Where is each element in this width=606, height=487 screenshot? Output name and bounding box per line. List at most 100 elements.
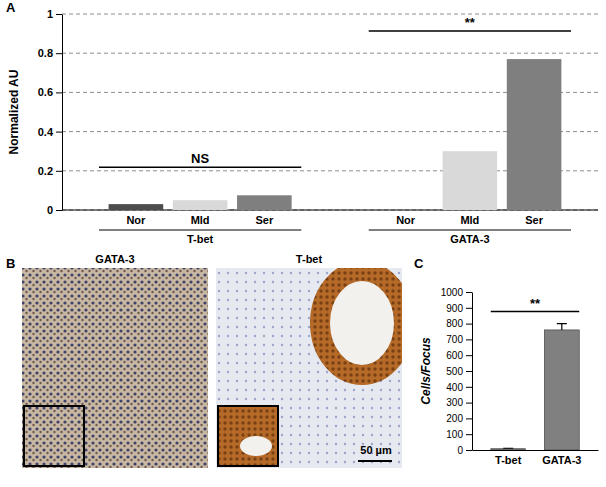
tick-mark [466,387,472,388]
tick-mark [466,434,472,435]
tick: 100 [446,429,472,440]
significance-line [99,167,301,169]
tick: 0.8 [38,47,62,59]
axis-line [62,15,63,211]
tick: 600 [446,350,472,361]
tick-label: 0 [47,204,53,216]
inset-lumen [240,436,272,456]
tick-mark [466,371,472,372]
category-label: Ser [255,214,273,226]
images: GATA-3 T-bet 50 µm [22,253,404,468]
tick-label: 1000 [441,287,464,298]
category-label: Nor [126,214,146,226]
tick-label: 800 [446,318,463,329]
y-axis-title: Normalized AU [7,70,21,155]
tick: 0 [47,204,62,216]
tick: 1 [47,8,62,20]
panel-label: B [6,256,15,271]
tick-label: 100 [446,429,463,440]
tick: 300 [446,397,472,408]
tick-mark [466,403,472,404]
scale-bar-label: 50 µm [360,444,392,456]
category-label: Nor [396,214,416,226]
category-label: Ser [525,214,543,226]
scale-bar [358,460,392,462]
significance-line [491,311,579,313]
tick-label: 500 [446,366,463,377]
panel-label: C [414,256,424,271]
figure: A 0 0.2 0.4 0.6 0.8 1 Normalized AU Nor Mld Ser T-b… [0,0,606,487]
axis-line [473,450,599,451]
significance-line [369,30,571,32]
tick: 0.6 [38,86,62,98]
grid-line [62,14,598,15]
inset [218,406,278,466]
group-label: GATA-3 [450,233,489,245]
group-underline [99,230,301,231]
tick: 0.4 [38,126,62,138]
stained-gland [320,271,402,375]
tick-mark [466,450,472,451]
annotations: NS** [99,15,571,167]
tick-mark [56,171,62,172]
tick-mark [56,92,62,93]
bar [378,210,433,211]
tissue [22,268,208,468]
tick: 900 [446,303,472,314]
tick-label: 0.4 [38,126,54,138]
bar [173,200,228,210]
tick-label: 400 [446,382,463,393]
x-axis: T-bet GATA-3 [473,450,599,466]
bar [237,195,292,210]
tick-label: 1 [47,8,53,20]
tick-label: 0.6 [38,86,53,98]
inset [24,406,84,466]
bar [544,330,579,450]
tick: 800 [446,318,472,329]
axis-line [472,293,473,451]
tick: 700 [446,334,472,345]
tick: T-bet [495,450,522,466]
tick-mark [466,339,472,340]
tick: GATA-3 [542,450,581,466]
y-axis: 0 100 200 300 400 500 600 700 800 900 1000 [441,287,473,456]
bars [109,59,562,210]
tick-mark [56,132,62,133]
tick-label: 700 [446,334,463,345]
image-title: GATA-3 [95,253,134,265]
tick-label: 900 [446,303,463,314]
tick-label: 0.2 [38,165,53,177]
tick-label: GATA-3 [542,454,581,466]
tick: 1000 [441,287,472,298]
significance-label: NS [191,151,209,166]
panel-label: A [6,0,16,15]
error-bar [557,324,567,330]
bars [491,324,579,450]
grid-line [62,53,598,54]
tick-label: 0.8 [38,47,53,59]
tick-label: 0 [457,445,463,456]
y-axis-title: Cells/Focus [419,337,433,405]
tick-mark [466,418,472,419]
tick-mark [56,14,62,15]
tick-mark [466,355,472,356]
tick-label: T-bet [495,454,522,466]
tick-mark [56,53,62,54]
category-label: Mld [191,214,210,226]
tick-mark [466,308,472,309]
tick: 0.2 [38,165,62,177]
grid [62,14,598,210]
micrograph [216,268,402,468]
bar [507,59,562,210]
micrograph [22,268,208,468]
tick: 400 [446,382,472,393]
x-labels: NorMldSerT-betNorMldSerGATA-3 [99,214,571,245]
tick: 0 [457,445,472,456]
tick-label: 300 [446,397,463,408]
image-title: T-bet [296,253,323,265]
annotations: ** [491,296,579,312]
tick: 200 [446,413,472,424]
significance-label: ** [530,296,541,311]
category-label: Mld [460,214,479,226]
tick-mark [466,292,472,293]
